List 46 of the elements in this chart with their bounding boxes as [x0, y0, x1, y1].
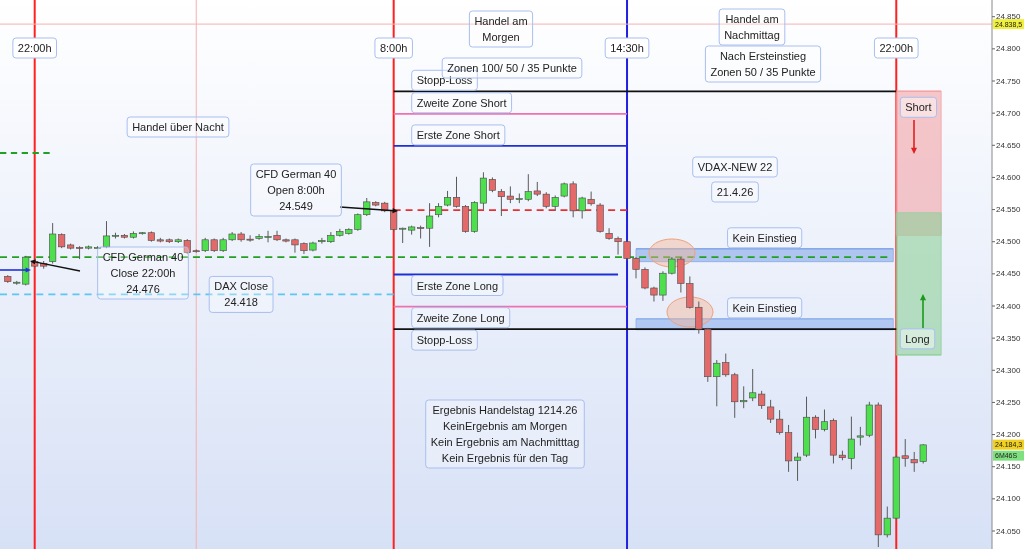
y-tick-label: 24.700 [996, 108, 1022, 118]
series-label: Zweite Zone Long [416, 311, 505, 324]
series-label: Erste Zone Long [416, 279, 499, 292]
annotation: Nach Ersteinstieg Zonen 50 / 35 Punkte [710, 50, 816, 78]
annotation: 21.4.26 [716, 186, 754, 198]
y-tick-label: 24.350 [996, 333, 1022, 343]
series-label: Kein Einstieg [732, 231, 797, 244]
y-tick-label: 24.550 [996, 205, 1022, 215]
series-label: Zweite Zone Short [416, 96, 507, 109]
series-label: Kein Einstieg [732, 301, 797, 314]
x-tick-label: 22:00h [879, 42, 914, 54]
y-tick-label: 24.250 [996, 397, 1022, 407]
annotation: DAX Close 24.418 [214, 280, 269, 309]
candlestick [426, 202, 434, 248]
y-tick-label: 24.150 [996, 462, 1022, 472]
annotation: VDAX-NEW 22 [697, 161, 773, 173]
y-tick-label: 24.750 [996, 76, 1022, 86]
x-tick-label: 14:30h [610, 42, 644, 54]
x-tick-label: 8:00h [379, 42, 408, 54]
y-tick-label: 24.800 [996, 44, 1022, 54]
y-tick-label: 24.850 [996, 12, 1022, 22]
y-tick-label: 24.400 [996, 301, 1022, 311]
y-tick-label: 24.200 [996, 430, 1022, 440]
x-tick-label: 22:00h [17, 42, 52, 54]
annotation: Handel über Nacht [132, 121, 224, 133]
series-label: Stopp-Loss [416, 334, 473, 347]
candlestick [820, 409, 828, 432]
series-label: Erste Zone Short [416, 128, 500, 141]
candlestick [102, 220, 111, 249]
y-tick-label: 24.450 [996, 269, 1022, 279]
y-tick-label: 24.650 [996, 140, 1022, 150]
y-tick-label: 24.300 [996, 365, 1022, 375]
candlestick [452, 176, 461, 209]
annotation: Zonen 100/ 50 / 35 Punkte [447, 62, 577, 74]
candlestick [811, 414, 820, 439]
annotation: Handel am Morgen [474, 15, 528, 43]
series-label: Long [905, 332, 930, 345]
y-tick-label: 24.500 [996, 237, 1022, 247]
series-label: Short [905, 101, 932, 114]
series-label: Stopp-Loss [416, 74, 473, 87]
y-tick-label: 24.600 [996, 172, 1022, 182]
annotation: Handel am Nachmittag [724, 13, 780, 41]
y-tick-label: 24.100 [996, 494, 1022, 504]
candlestick [847, 416, 855, 470]
y-tick-label: 24.050 [996, 526, 1022, 536]
candlestick [794, 452, 802, 482]
